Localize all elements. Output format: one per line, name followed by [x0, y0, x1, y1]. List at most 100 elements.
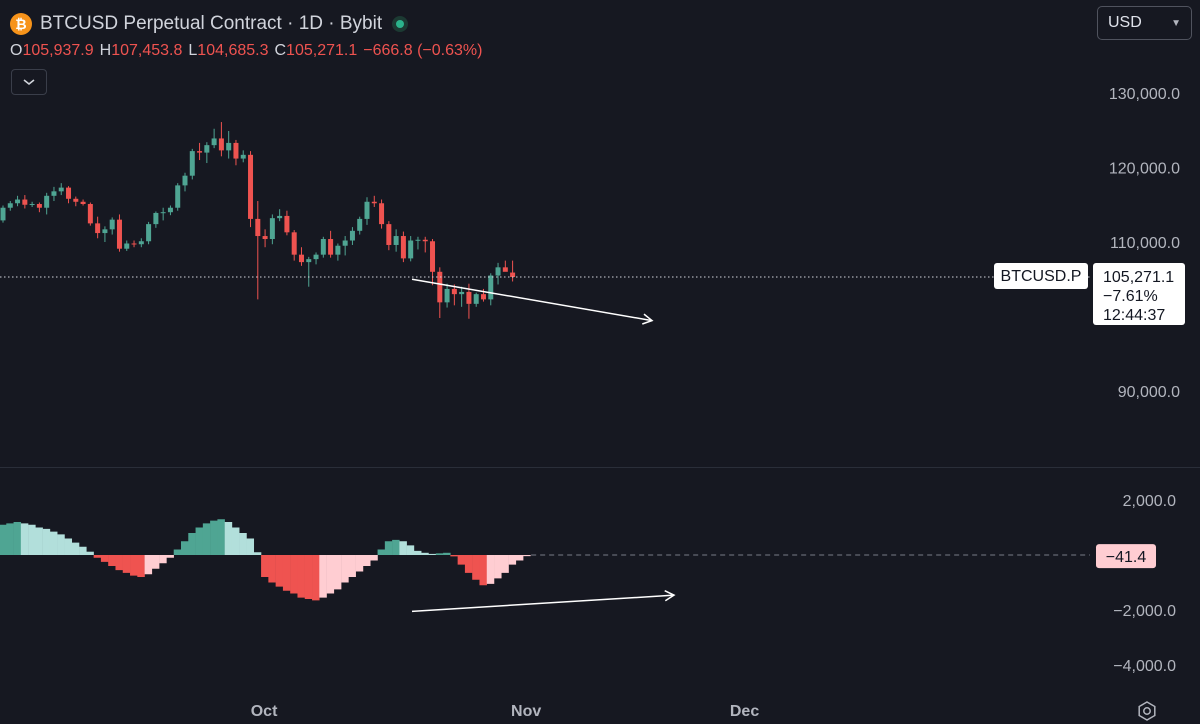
candle-body	[182, 175, 188, 186]
candle-body	[335, 245, 341, 255]
currency-select[interactable]: USD ▼	[1097, 6, 1192, 40]
candle-body	[109, 219, 115, 230]
price-axis-tick: 120,000.0	[1109, 161, 1180, 178]
candle-body	[153, 212, 159, 225]
oscillator-pane[interactable]	[0, 519, 1090, 613]
candle-body	[349, 230, 355, 241]
open-label: O	[10, 42, 23, 59]
candle-body	[473, 294, 479, 304]
candle-body	[131, 243, 137, 245]
candle-body	[262, 236, 268, 240]
chart-title[interactable]: BTCUSD Perpetual Contract · 1D · Bybit	[40, 13, 383, 34]
histogram-bar	[20, 523, 29, 555]
ohlc-legend: O105,937.9 H107,453.8 L104,685.3 C105,27…	[10, 42, 482, 60]
chevron-down-icon	[23, 79, 35, 86]
candle-body	[204, 145, 210, 153]
histogram-bar	[100, 555, 109, 562]
histogram-bar	[319, 555, 327, 598]
histogram-bar	[35, 527, 43, 555]
histogram-bar	[282, 555, 291, 591]
countdown-label: 12:44:37	[1103, 307, 1165, 324]
candle-body	[44, 195, 50, 208]
histogram-bar	[508, 555, 517, 565]
histogram-bar	[188, 533, 196, 555]
candle-body	[379, 203, 385, 225]
histogram-bar	[137, 555, 145, 577]
time-axis-tick: Dec	[730, 703, 759, 720]
histogram-bar	[268, 555, 276, 583]
histogram-bar	[297, 555, 305, 598]
candle-body	[175, 185, 181, 208]
collapse-legend-button[interactable]	[11, 69, 47, 95]
candle-body	[73, 198, 79, 202]
histogram-bar	[443, 552, 451, 555]
candle-body	[124, 243, 130, 249]
histogram-bar	[384, 541, 393, 555]
oscillator-axis-tick: −2,000.0	[1113, 603, 1176, 620]
candle-body	[306, 259, 312, 263]
candle-body	[167, 207, 173, 213]
candle-body	[240, 154, 246, 159]
candle-body	[58, 187, 64, 192]
histogram-bar	[312, 555, 320, 601]
close-value: 105,271.1	[286, 42, 358, 59]
candle-body	[248, 154, 254, 219]
chevron-down-icon: ▼	[1171, 17, 1181, 29]
axes: 90,000.0 110,000.0 120,000.0 130,000.0 2,000…	[251, 86, 1185, 720]
candle-body	[342, 240, 348, 246]
price-pane[interactable]	[0, 122, 1090, 325]
candle-body	[502, 267, 508, 272]
candle-body	[313, 254, 319, 260]
candle-body	[218, 138, 224, 151]
oscillator-value-badge-bg	[1096, 544, 1156, 569]
histogram-bar	[261, 555, 269, 577]
candle-body	[328, 239, 334, 255]
settings-icon[interactable]	[1136, 700, 1158, 722]
histogram-bar	[450, 555, 458, 557]
high-value: 107,453.8	[111, 42, 183, 59]
histogram-bar	[246, 538, 255, 555]
histogram-bar	[159, 555, 167, 564]
histogram-bar	[108, 555, 116, 566]
open-value: 105,937.9	[22, 42, 94, 59]
histogram-bar	[413, 550, 422, 555]
histogram-bar	[377, 549, 386, 555]
histogram-bar	[202, 523, 211, 555]
histogram-bar	[348, 555, 356, 577]
histogram-bar	[86, 551, 94, 555]
histogram-bar	[79, 546, 87, 555]
histogram-bar	[464, 555, 473, 573]
candle-body	[102, 229, 108, 234]
histogram-bar	[195, 527, 204, 555]
candle-body	[29, 204, 35, 206]
candle-body	[87, 204, 93, 224]
time-axis-tick: Nov	[511, 703, 541, 720]
price-badge-bg	[1093, 263, 1185, 326]
histogram-bar	[115, 555, 123, 571]
candle-body	[459, 291, 465, 295]
candle-body	[430, 241, 436, 272]
candle-body	[422, 239, 428, 242]
divergence-arrow-price	[411, 278, 654, 325]
price-axis-tick: 130,000.0	[1109, 86, 1180, 103]
candle-body	[277, 215, 283, 219]
candle-body	[66, 187, 72, 199]
histogram-bar	[370, 555, 378, 561]
histogram-bar	[253, 552, 262, 555]
histogram-bar	[130, 555, 138, 576]
histogram-bar	[6, 523, 14, 555]
currency-value: USD	[1108, 14, 1142, 31]
price-axis-tick: 90,000.0	[1118, 384, 1180, 401]
candle-body	[51, 191, 57, 196]
candle-body	[15, 199, 21, 204]
candle-body	[480, 294, 486, 300]
histogram-bar	[421, 552, 429, 555]
histogram-bar	[0, 524, 7, 555]
candle-body	[400, 236, 406, 259]
candle-body	[444, 288, 450, 303]
histogram-bar	[333, 555, 342, 590]
candle-body	[298, 254, 304, 263]
price-change: −666.8 (−0.63%)	[363, 42, 483, 59]
low-value: 104,685.3	[197, 42, 269, 59]
